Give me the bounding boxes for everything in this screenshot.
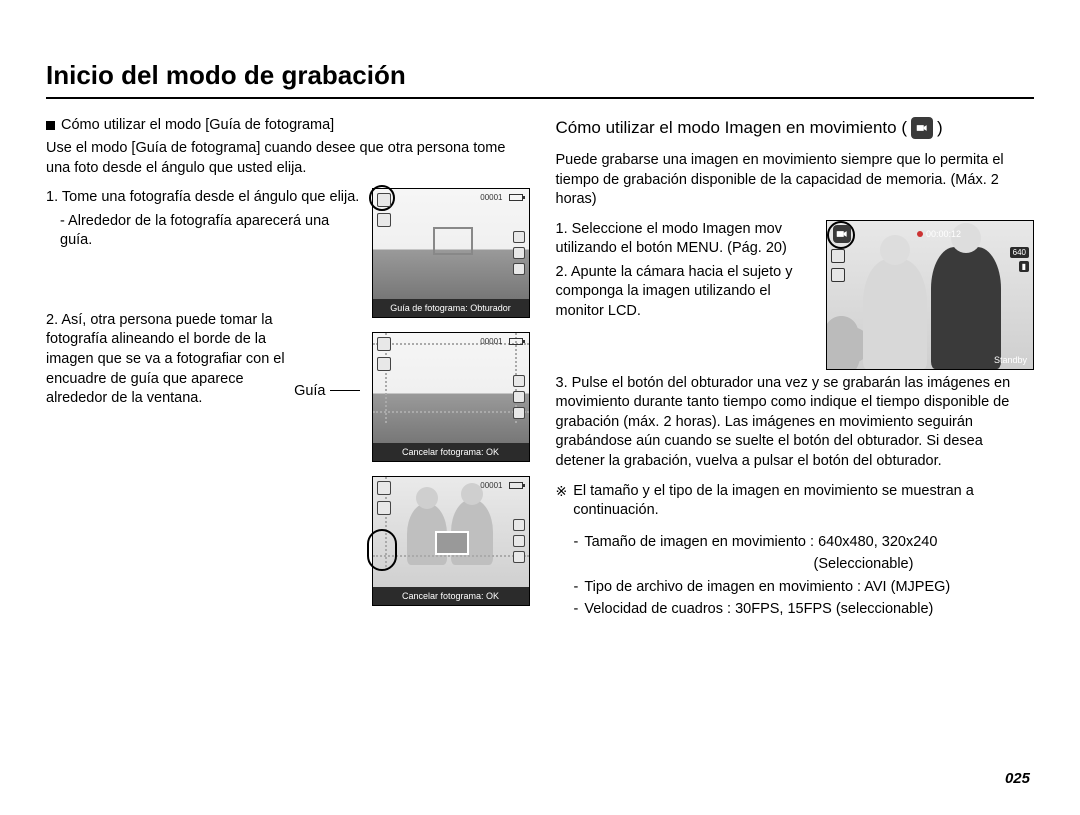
step2-text: Así, otra persona puede tomar la fotogra… (46, 312, 285, 406)
spec1: Tamaño de imagen en movimiento : 640x480… (584, 531, 937, 553)
right-intro: Puede grabarse una imagen en movimiento … (556, 151, 1035, 210)
two-column-layout: Cómo utilizar el modo [Guía de fotograma… (46, 117, 1034, 621)
left-step1-sub: - Alrededor de la fotografía aparecerá u… (46, 212, 364, 251)
step1-text: Tome una fotografía desde el ángulo que … (62, 189, 359, 205)
right-step1: 1. Seleccione el modo Imagen mov utiliza… (556, 220, 815, 259)
flowers-silhouette (827, 309, 863, 369)
lcd-screens-stack: 00001 Guía de fotograma: Obturador (372, 188, 530, 606)
rec-time: 00:00:12 (917, 229, 961, 239)
left-step1: 1. Tome una fotografía desde el ángulo q… (46, 188, 364, 208)
lcd1-right-icons (513, 231, 525, 275)
lcd-screen-2: 00001 Cancelar fotograma: OK (372, 332, 530, 462)
standby-label: Standby (994, 355, 1027, 365)
battery-icon (509, 482, 523, 489)
spec-row-2: -Tipo de archivo de imagen en movimiento… (574, 576, 1035, 598)
spec1-sub: (Seleccionable) (574, 553, 1035, 575)
movie-lcd-screen: 00:00:12 640 ▮ Standby (826, 220, 1034, 370)
left-intro: Use el modo [Guía de fotograma] cuando d… (46, 139, 530, 178)
guide-leader-line (330, 390, 360, 391)
groom-silhouette (931, 247, 1001, 369)
lcd3-counter: 00001 (480, 481, 502, 490)
r-step3-text: Pulse el botón del obturador una vez y s… (556, 375, 1011, 469)
left-subtitle: Cómo utilizar el modo [Guía de fotograma… (61, 117, 334, 133)
movie-mode-icon (911, 117, 933, 139)
note-row: ※ El tamaño y el tipo de la imagen en mo… (556, 482, 1035, 521)
note-mark-icon: ※ (556, 482, 568, 521)
held-photo-icon (435, 531, 469, 555)
movie-lcd-right-stack: 640 ▮ (1010, 247, 1029, 272)
lcd2-left-icons (377, 337, 391, 371)
lcd2-counter: 00001 (480, 337, 502, 346)
rec-time-value: 00:00:12 (926, 229, 961, 239)
page-title: Inicio del modo de grabación (46, 60, 1034, 99)
right-steps-text: 1. Seleccione el modo Imagen mov utiliza… (556, 220, 815, 326)
lcd1-left-icons (377, 193, 391, 227)
movie-mode-small-icon (833, 225, 851, 243)
lcd2-caption: Cancelar fotograma: OK (373, 443, 529, 461)
circle-highlight-icon (367, 529, 397, 571)
left-subtitle-row: Cómo utilizar el modo [Guía de fotograma… (46, 117, 530, 133)
battery-icon (509, 194, 523, 201)
lcd3-scene (373, 477, 529, 587)
page-number: 025 (1005, 770, 1030, 787)
lcd1-top-bar: 00001 (480, 193, 522, 202)
r-step3-num: 3. (556, 375, 568, 391)
step2-num: 2. (46, 312, 58, 328)
r-step1-num: 1. (556, 221, 568, 237)
lcd3-caption: Cancelar fotograma: OK (373, 587, 529, 605)
square-bullet-icon (46, 121, 55, 130)
rec-dot-icon (917, 231, 923, 237)
spec-row-3: -Velocidad de cuadros : 30FPS, 15FPS (se… (574, 598, 1035, 620)
guide-callout: Guía (294, 383, 363, 399)
right-step3: 3. Pulse el botón del obturador una vez … (556, 374, 1035, 472)
lcd3-top-bar: 00001 (480, 481, 522, 490)
spec3: Velocidad de cuadros : 30FPS, 15FPS (sel… (584, 598, 933, 620)
lcd1-counter: 00001 (480, 193, 502, 202)
guide-label: Guía (294, 383, 325, 399)
spec2: Tipo de archivo de imagen en movimiento … (584, 576, 950, 598)
left-steps-text: 1. Tome una fotografía desde el ángulo q… (46, 188, 364, 606)
lcd2-right-icons (513, 375, 525, 419)
left-column: Cómo utilizar el modo [Guía de fotograma… (46, 117, 530, 621)
lcd2-top-bar: 00001 (480, 337, 522, 346)
guide-frame-bottom (373, 411, 529, 423)
fps-badge: ▮ (1019, 261, 1029, 272)
lcd-screen-1: 00001 Guía de fotograma: Obturador (372, 188, 530, 318)
left-step2: 2. Así, otra persona puede tomar la foto… (46, 311, 288, 409)
lcd-screen-3: 00001 Cancelar fotograma: OK (372, 476, 530, 606)
r-step1-text: Seleccione el modo Imagen mov utilizando… (556, 221, 787, 257)
battery-icon (509, 338, 523, 345)
right-heading-a: Cómo utilizar el modo Imagen en movimien… (556, 118, 907, 138)
lcd1-caption: Guía de fotograma: Obturador (373, 299, 529, 317)
manual-page: Inicio del modo de grabación Cómo utiliz… (0, 0, 1080, 651)
spec-list: -Tamaño de imagen en movimiento : 640x48… (556, 531, 1035, 621)
right-heading-b: ) (937, 118, 943, 138)
r-step2-num: 2. (556, 264, 568, 280)
lcd3-left-icons (377, 481, 391, 515)
right-step2: 2. Apunte la cámara hacia el sujeto y co… (556, 263, 815, 322)
right-steps-with-lcd: 1. Seleccione el modo Imagen mov utiliza… (556, 220, 1035, 370)
movie-lcd-top-bar: 00:00:12 (833, 225, 1027, 243)
movie-lcd-left-stack (831, 249, 845, 282)
left-steps-block: 1. Tome una fotografía desde el ángulo q… (46, 188, 530, 606)
bride-silhouette (863, 259, 927, 369)
resolution-badge: 640 (1010, 247, 1029, 258)
r-step2-text: Apunte la cámara hacia el sujeto y compo… (556, 264, 793, 319)
step1-num: 1. (46, 189, 58, 205)
spec-row-1: -Tamaño de imagen en movimiento : 640x48… (574, 531, 1035, 553)
lcd3-right-icons (513, 519, 525, 563)
right-heading: Cómo utilizar el modo Imagen en movimien… (556, 117, 1035, 139)
note-text: El tamaño y el tipo de la imagen en movi… (573, 482, 1034, 521)
right-column: Cómo utilizar el modo Imagen en movimien… (556, 117, 1035, 621)
focus-frame-icon (433, 227, 473, 255)
